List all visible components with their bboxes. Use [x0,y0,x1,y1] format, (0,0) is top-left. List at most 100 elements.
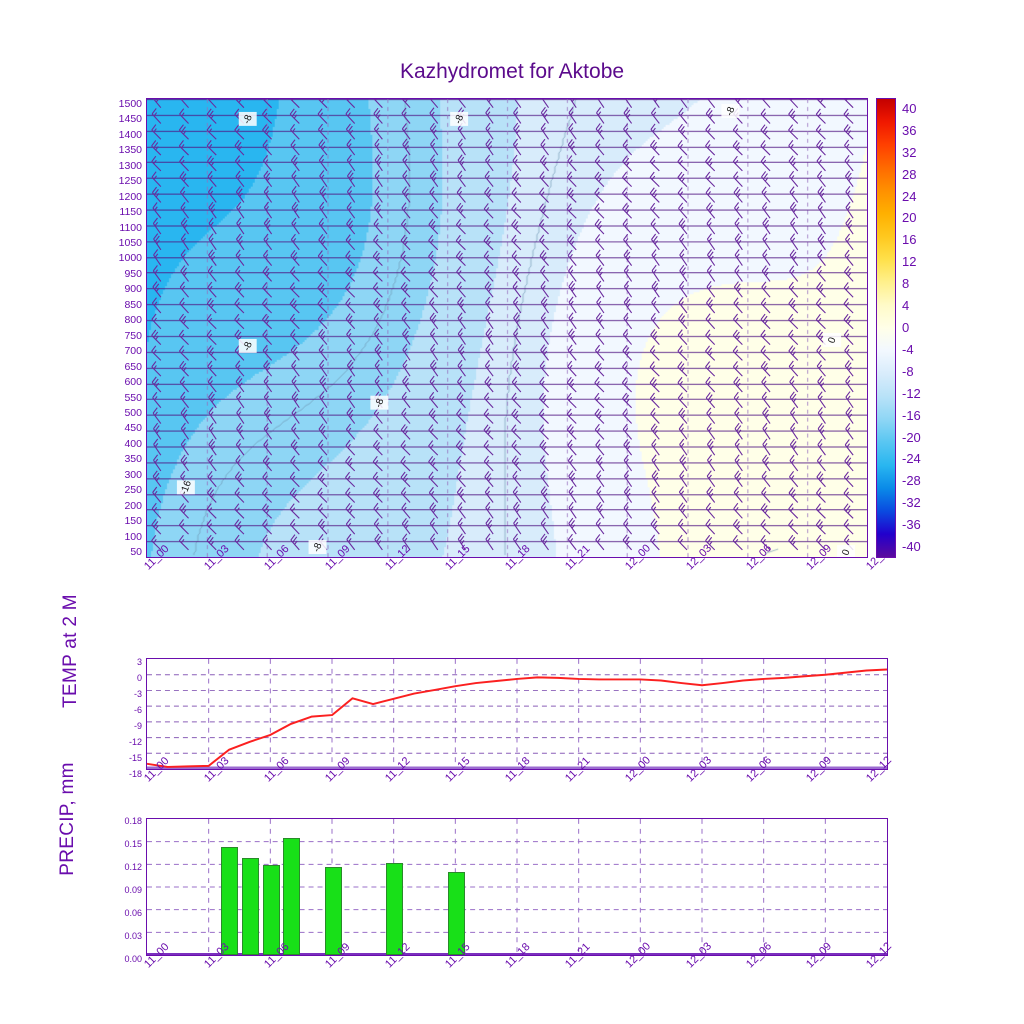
wind-barb [457,99,466,109]
wind-barb [650,518,660,535]
wind-barb [789,186,799,203]
wind-barb [318,344,328,361]
wind-barb [594,187,605,203]
cross-section-y-tick: 850 [124,298,142,311]
wind-barb [484,186,494,203]
wind-barb [596,485,605,503]
wind-barb [679,249,688,266]
wind-barb [152,265,162,282]
precip-bar[interactable] [386,863,404,955]
precip-panel[interactable] [146,818,888,956]
wind-barb [319,185,328,203]
precip-bar[interactable] [324,866,342,955]
wind-barb [345,99,356,109]
wind-barb [650,107,660,124]
precip-y-axis: 0.18 0.15 0.12 0.09 0.06 0.03 0.00 [86,812,142,964]
wind-barb [650,423,660,440]
wind-barb [179,108,189,124]
wind-barb [679,470,688,488]
cross-section-panel[interactable]: -8 -8 -8 -8 -16 -8 0 0 -8 [146,98,868,558]
wind-barb [843,487,854,503]
wind-barb [372,439,383,456]
wind-barb [402,375,411,393]
wind-barb [290,233,300,251]
wind-barb [372,487,383,503]
wind-barb [457,296,466,314]
wind-barb [457,343,466,361]
wind-barb [513,501,522,519]
wind-barb [567,344,577,361]
wind-barb [429,359,439,377]
wind-barb [152,470,162,488]
wind-barb [207,99,217,109]
wind-barb [566,218,577,235]
cross-section-y-tick: 50 [130,546,142,558]
wind-barb [180,233,189,251]
wind-barb [707,99,716,109]
wind-barb [540,280,549,298]
wind-barb [623,470,633,488]
contour-label: -8 [238,338,257,353]
wind-barb [180,422,189,440]
wind-barb [511,187,522,203]
wind-barb [568,106,577,124]
wind-barb [262,124,273,140]
wind-barb [429,391,439,409]
wind-barb [236,391,245,409]
colorbar-tick: -32 [902,495,921,511]
wind-barb [400,424,411,440]
wind-barb [236,422,245,440]
wind-barb [788,99,799,109]
cross-section-y-tick: 250 [124,484,142,497]
wind-barb [679,99,688,109]
wind-barb [235,360,245,377]
wind-barb [261,108,273,124]
wind-barb [234,124,245,140]
wind-barb [677,329,688,345]
wind-barb [235,249,245,266]
precip-bar[interactable] [221,846,239,955]
wind-barb [152,407,162,424]
wind-barb [594,392,605,409]
wind-barb [538,219,549,235]
wind-barb [705,140,716,156]
cross-section-y-tick: 450 [124,422,142,435]
wind-barb [179,186,189,203]
precip-bar[interactable] [448,872,466,955]
wind-barb [319,407,328,424]
wind-barb [483,234,494,251]
wind-barb [234,534,245,551]
wind-barb [318,328,328,345]
wind-barb [733,502,743,519]
precip-bar[interactable] [242,857,260,955]
wind-barb [483,408,494,424]
wind-barb [151,108,162,124]
wind-barb [512,281,522,298]
wind-barb [512,170,522,188]
temp-panel[interactable] [146,658,888,770]
colorbar-tick: 36 [902,122,917,138]
wind-barb [289,99,300,109]
precip-bar[interactable] [262,865,280,955]
wind-barb [788,281,799,298]
wind-barb [401,297,411,314]
svg-text:-8: -8 [724,105,738,118]
wind-barb [650,202,660,219]
wind-barb [706,264,716,282]
wind-barb [568,265,577,282]
wind-barb [596,501,605,519]
precip-bar[interactable] [283,837,301,955]
wind-barb [430,138,439,156]
wind-barb [511,376,522,393]
wind-barb [789,249,799,266]
wind-barb [843,108,854,124]
colorbar-tick: -16 [902,407,921,423]
wind-barb [540,138,549,156]
wind-barb [732,345,743,361]
wind-barb [733,186,743,203]
wind-barb [762,438,771,456]
wind-barb [760,519,771,535]
wind-barb [262,265,273,282]
wind-barb [485,501,494,519]
wind-barb [374,328,383,345]
